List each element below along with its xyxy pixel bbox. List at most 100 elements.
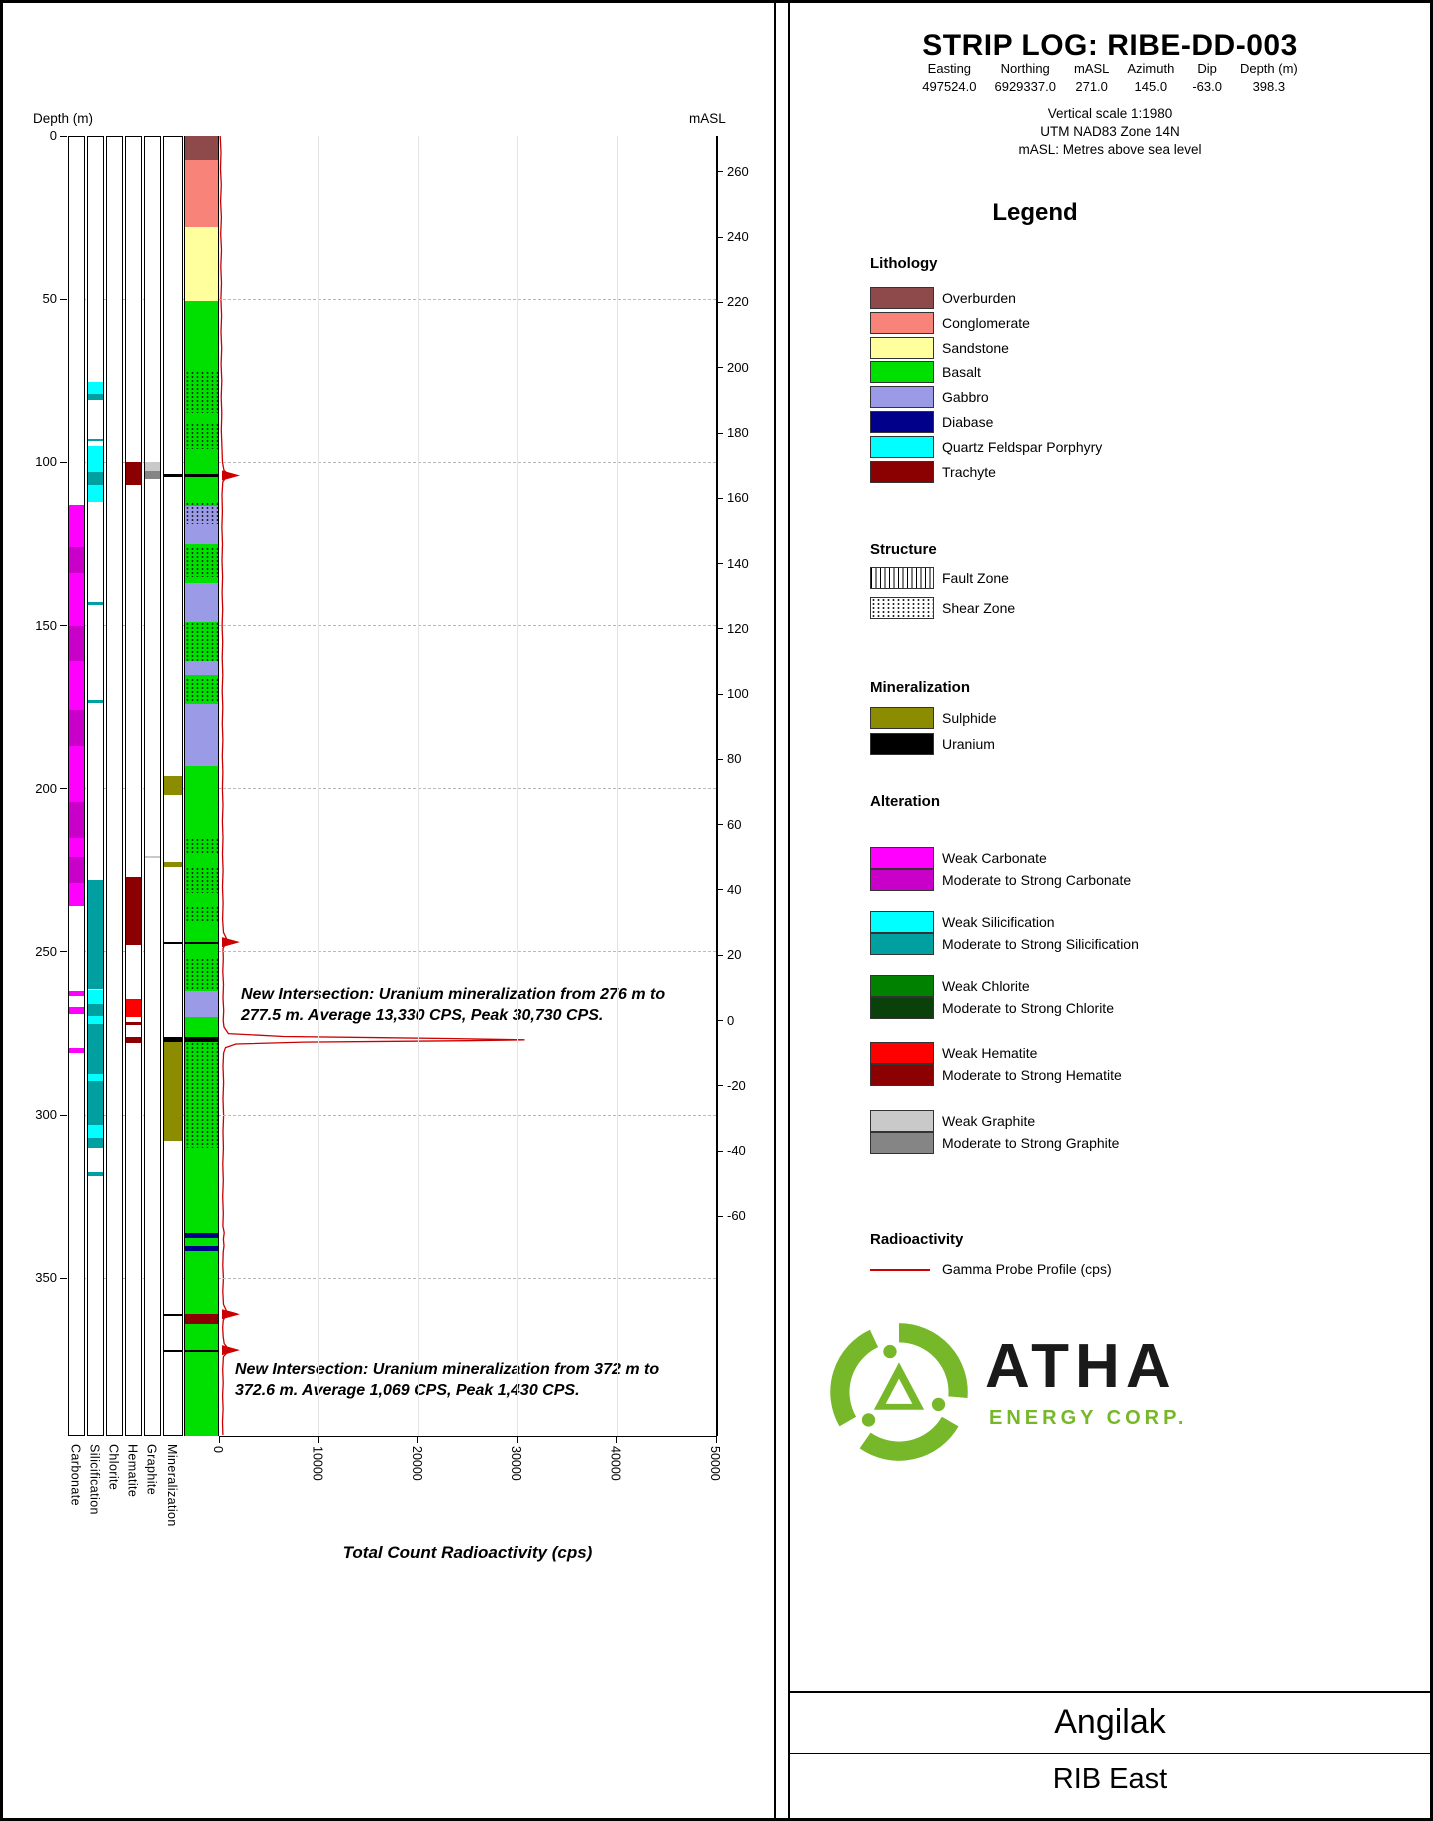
meta-value: 145.0 <box>1134 79 1168 94</box>
cps-tick-label: 50000 <box>708 1446 722 1481</box>
masl-tick-label: 220 <box>727 294 749 310</box>
meta-value: 271.0 <box>1075 79 1108 94</box>
masl-tick-label: 180 <box>727 425 749 440</box>
column-label-hematite: Hematite <box>125 1444 140 1498</box>
meta-value: -63.0 <box>1192 79 1222 94</box>
lithology-label: Quartz Feldspar Porphyry <box>942 438 1103 455</box>
depth-tick-label: 0 <box>49 128 57 143</box>
lith-gabbro <box>185 583 218 623</box>
mineralization-label: Sulphide <box>942 710 997 726</box>
strong-carbonate-interval <box>69 547 84 574</box>
alteration-weak-swatch <box>870 975 934 997</box>
alteration-strong-swatch <box>870 1064 934 1086</box>
gamma-profile-chart <box>219 136 525 1436</box>
radioactivity-label: Gamma Probe Profile (cps) <box>942 1261 1112 1277</box>
masl-tick-label: 200 <box>727 359 749 375</box>
shear-zone-overlay <box>185 677 218 701</box>
column-label-chlorite: Chlorite <box>106 1444 121 1491</box>
strong-silicification-interval <box>88 438 103 442</box>
sulphide-interval <box>164 862 182 868</box>
strong-hematite-interval <box>126 462 141 486</box>
strong-silicification-interval <box>88 1138 103 1148</box>
shear-zone-overlay <box>185 622 218 662</box>
lith-uranium <box>185 941 218 945</box>
lithology-heading: Lithology <box>870 255 938 272</box>
structure-label: Fault Zone <box>942 570 1009 586</box>
sulphide-interval <box>164 775 182 796</box>
lithology-swatch-diabase <box>870 411 934 433</box>
silicification-column <box>87 136 104 1436</box>
strong-silicification-interval <box>88 1004 103 1016</box>
masl-tick <box>716 1215 723 1217</box>
masl-tick <box>716 367 723 369</box>
shear-zone-overlay <box>185 958 218 992</box>
uranium-swatch <box>870 733 934 755</box>
strong-silicification-interval <box>88 880 103 990</box>
gamma-line-swatch <box>870 1269 930 1271</box>
lith-uranium <box>185 1350 218 1353</box>
shear-zone-overlay <box>185 423 218 450</box>
masl-tick-label: 160 <box>727 490 749 506</box>
depth-tick-label: 300 <box>35 1107 57 1123</box>
depth-gridline <box>68 625 716 627</box>
depth-tick-label: 150 <box>35 617 57 633</box>
depth-tick <box>60 788 67 790</box>
masl-tick <box>716 432 723 434</box>
shear-zone-overlay <box>185 837 218 855</box>
lith-uranium <box>185 473 218 478</box>
depth-gridline <box>68 951 716 953</box>
alteration-strong-swatch <box>870 869 934 891</box>
masl-tick-label: 120 <box>727 620 749 636</box>
cps-tick <box>616 1436 618 1443</box>
masl-tick <box>716 497 723 499</box>
shear-zone-overlay <box>185 906 218 923</box>
lithology-swatch-conglomerate <box>870 311 934 334</box>
depth-gridline <box>68 461 716 463</box>
meta-cell: mASL 271.0 <box>1074 61 1109 94</box>
note-line: UTM NAD83 Zone 14N <box>1040 124 1180 140</box>
lithology-swatch-trachyte <box>870 460 934 483</box>
masl-axis-line <box>716 136 718 1436</box>
weak-silicification-interval <box>88 382 103 394</box>
column-label-carbonate: Carbonate <box>68 1444 83 1506</box>
intersection-arrow <box>222 1345 240 1356</box>
alteration-label: Moderate to Strong Silicification <box>942 936 1139 952</box>
alteration-strong-swatch <box>870 933 934 955</box>
strong-silicification-interval <box>88 602 103 605</box>
depth-tick <box>60 951 67 953</box>
radioactivity-heading: Radioactivity <box>870 1231 964 1248</box>
meta-cell: Easting 497524.0 <box>922 61 976 94</box>
alteration-weak-swatch <box>870 847 934 869</box>
intersection-arrow <box>222 1309 240 1320</box>
depth-gridline <box>68 1277 716 1279</box>
masl-axis-title: mASL <box>689 111 726 126</box>
cps-tick <box>417 1436 419 1443</box>
cps-tick-label: 30000 <box>509 1446 524 1481</box>
strong-silicification-interval <box>88 472 103 486</box>
alteration-label: Moderate to Strong Hematite <box>942 1067 1122 1083</box>
cps-tick-label: 40000 <box>608 1446 623 1481</box>
lithology-label: Sandstone <box>942 339 1009 356</box>
cps-tick-label: 0 <box>211 1446 225 1453</box>
strong-carbonate-interval <box>69 801 84 838</box>
weak-carbonate-interval <box>69 1048 84 1054</box>
strong-hematite-interval <box>126 876 141 946</box>
column-label-silicification: Silicification <box>87 1444 102 1515</box>
shear-zone-overlay <box>185 1041 218 1148</box>
note-line: mASL: Metres above sea level <box>1018 142 1202 158</box>
lithology-swatch-sandstone <box>870 336 934 359</box>
weak-carbonate-interval <box>69 991 84 997</box>
strong-hematite-interval <box>126 1036 141 1044</box>
structure-heading: Structure <box>870 541 937 558</box>
strong-graphite-interval <box>145 470 160 479</box>
shear-zone-overlay <box>185 867 218 894</box>
strip-log-plot: Depth (m) mASL New Intersection: Uranium… <box>3 3 1430 1818</box>
lith-gabbro <box>185 991 218 1018</box>
masl-tick-label: 80 <box>727 751 742 767</box>
brand-subtitle: ENERGY CORP. <box>989 1407 1188 1429</box>
lithology-label: Conglomerate <box>942 314 1030 331</box>
gamma-profile-line <box>219 136 525 1436</box>
area-name: RIB East <box>1052 1763 1168 1795</box>
meta-header: Azimuth <box>1127 61 1175 76</box>
masl-tick-label: 60 <box>727 816 742 832</box>
